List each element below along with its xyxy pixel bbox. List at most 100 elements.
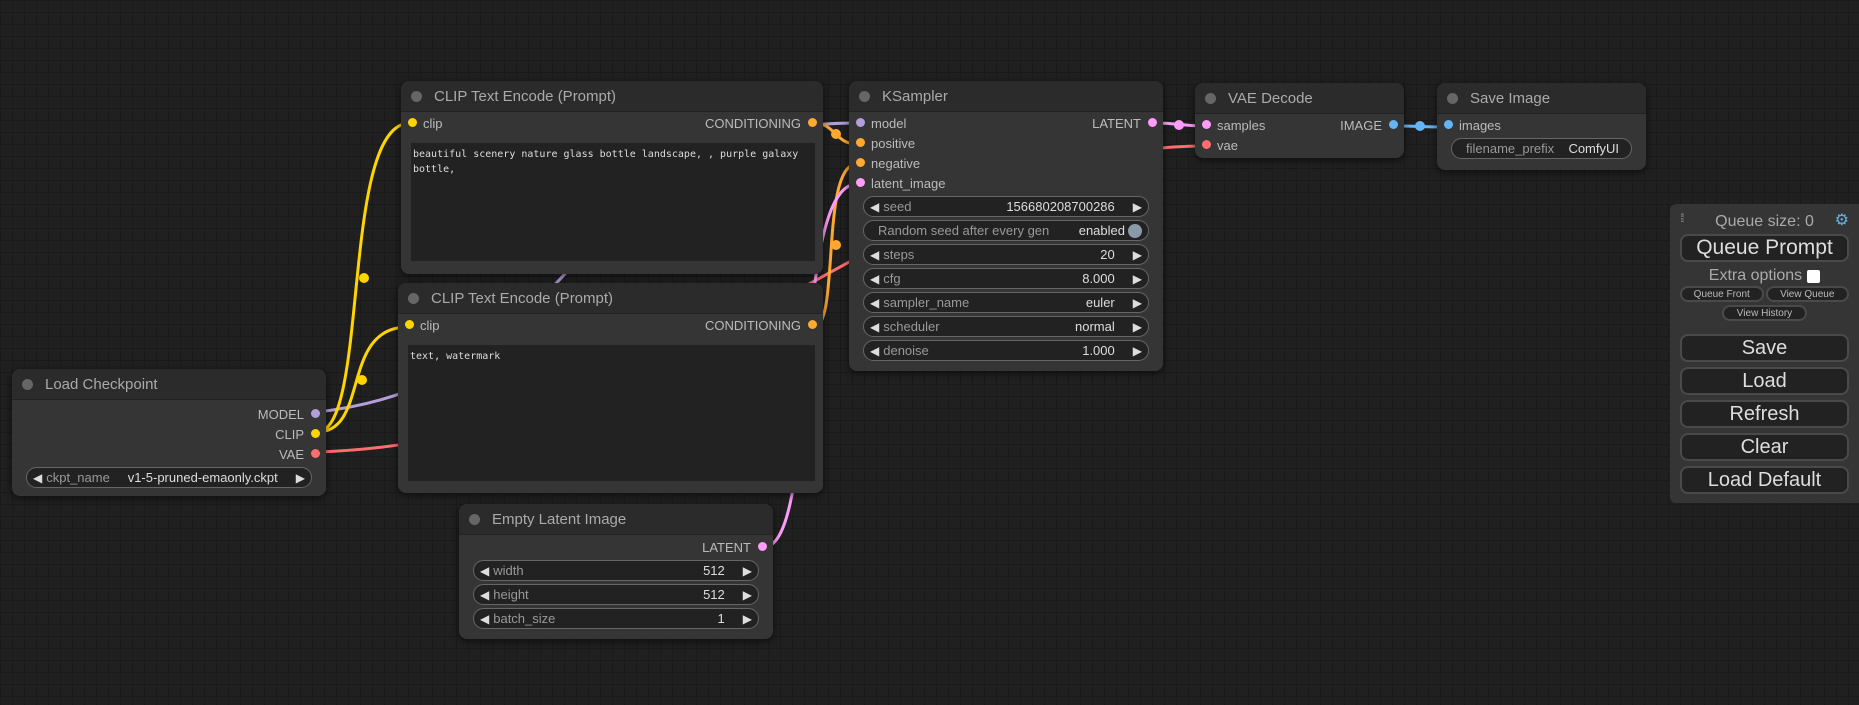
node-title[interactable]: Empty Latent Image — [459, 504, 773, 535]
slot-dot-icon[interactable] — [1148, 118, 1157, 127]
random-seed-toggle[interactable]: Random seed after every gen enabled — [863, 220, 1149, 241]
slot-dot-icon[interactable] — [808, 118, 817, 127]
collapse-dot-icon[interactable] — [22, 378, 33, 390]
slot-dot-icon[interactable] — [1444, 120, 1453, 129]
load-default-button[interactable]: Load Default — [1680, 466, 1849, 494]
input-clip[interactable]: clip CONDITIONING — [398, 315, 823, 335]
node-title[interactable]: Save Image — [1437, 83, 1646, 114]
input-vae[interactable]: vae — [1195, 135, 1404, 155]
collapse-dot-icon[interactable] — [469, 513, 480, 525]
refresh-button[interactable]: Refresh — [1680, 400, 1849, 428]
slot-dot-icon[interactable] — [405, 320, 414, 329]
node-title[interactable]: Load Checkpoint — [12, 369, 326, 400]
arrow-right-icon[interactable]: ▶ — [1132, 295, 1142, 310]
toggle-knob-icon[interactable] — [1128, 223, 1142, 238]
slot-dot-icon[interactable] — [856, 138, 865, 147]
node-clip-text-encode-negative[interactable]: CLIP Text Encode (Prompt) clip CONDITIONI… — [398, 283, 823, 493]
node-title[interactable]: VAE Decode — [1195, 83, 1404, 114]
slot-dot-icon[interactable] — [408, 118, 417, 127]
output-model[interactable]: MODEL — [12, 404, 326, 424]
height-number[interactable]: ◀ height 512 ▶ — [473, 584, 759, 605]
arrow-left-icon[interactable]: ◀ — [870, 319, 880, 334]
slot-dot-icon[interactable] — [856, 118, 865, 127]
node-title[interactable]: CLIP Text Encode (Prompt) — [398, 283, 823, 314]
steps-number[interactable]: ◀ steps 20 ▶ — [863, 244, 1149, 265]
collapse-dot-icon[interactable] — [1205, 92, 1216, 104]
output-latent[interactable]: LATENT — [459, 537, 773, 557]
queue-front-button[interactable]: Queue Front — [1680, 286, 1764, 302]
queue-panel: ⁞⁞ Queue size: 0 ⚙ Queue Prompt Extra op… — [1670, 204, 1859, 503]
gear-icon[interactable]: ⚙ — [1834, 212, 1849, 229]
arrow-left-icon[interactable]: ◀ — [33, 470, 43, 485]
input-latent-image[interactable]: latent_image — [849, 173, 1163, 193]
slot-dot-icon[interactable] — [311, 449, 320, 458]
arrow-left-icon[interactable]: ◀ — [870, 343, 880, 358]
load-button[interactable]: Load — [1680, 367, 1849, 395]
node-vae-decode[interactable]: VAE Decode samples IMAGE vae — [1195, 83, 1404, 158]
view-queue-button[interactable]: View Queue — [1765, 286, 1849, 302]
arrow-left-icon[interactable]: ◀ — [870, 247, 880, 262]
arrow-right-icon[interactable]: ▶ — [1132, 271, 1142, 286]
drag-handle-icon[interactable]: ⁞⁞ — [1680, 211, 1684, 225]
node-title[interactable]: CLIP Text Encode (Prompt) — [401, 81, 823, 112]
prompt-textarea[interactable]: text, watermark — [408, 345, 815, 481]
input-samples[interactable]: samples IMAGE — [1195, 115, 1404, 135]
arrow-right-icon[interactable]: ▶ — [1132, 343, 1142, 358]
arrow-right-icon[interactable]: ▶ — [1132, 247, 1142, 262]
wire-clip-neg — [316, 325, 409, 434]
arrow-right-icon[interactable]: ▶ — [295, 470, 305, 485]
slot-dot-icon[interactable] — [758, 542, 767, 551]
prompt-textarea[interactable]: beautiful scenery nature glass bottle la… — [411, 143, 815, 261]
collapse-dot-icon[interactable] — [411, 90, 422, 102]
queue-prompt-button[interactable]: Queue Prompt — [1680, 234, 1849, 262]
save-button[interactable]: Save — [1680, 334, 1849, 362]
input-model[interactable]: model LATENT — [849, 113, 1163, 133]
ckpt-name-combo[interactable]: ◀ ckpt_name v1-5-pruned-emaonly.ckpt ▶ — [26, 467, 312, 488]
batch-size-number[interactable]: ◀ batch_size 1 ▶ — [473, 608, 759, 629]
scheduler-combo[interactable]: ◀ scheduler normal ▶ — [863, 316, 1149, 337]
seed-number[interactable]: ◀ seed 156680208700286 ▶ — [863, 196, 1149, 217]
arrow-right-icon[interactable]: ▶ — [1132, 199, 1142, 214]
collapse-dot-icon[interactable] — [408, 292, 419, 304]
arrow-left-icon[interactable]: ◀ — [870, 271, 880, 286]
arrow-left-icon[interactable]: ◀ — [870, 199, 880, 214]
arrow-left-icon[interactable]: ◀ — [480, 563, 490, 578]
input-negative[interactable]: negative — [849, 153, 1163, 173]
node-load-checkpoint[interactable]: Load Checkpoint MODEL CLIP VAE ◀ ckpt_nam… — [12, 369, 326, 496]
node-empty-latent-image[interactable]: Empty Latent Image LATENT ◀ width 512 ▶ ◀ he… — [459, 504, 773, 639]
slot-dot-icon[interactable] — [311, 409, 320, 418]
sampler-name-combo[interactable]: ◀ sampler_name euler ▶ — [863, 292, 1149, 313]
collapse-dot-icon[interactable] — [1447, 92, 1458, 104]
arrow-right-icon[interactable]: ▶ — [742, 611, 752, 626]
arrow-left-icon[interactable]: ◀ — [480, 587, 490, 602]
slot-dot-icon[interactable] — [856, 178, 865, 187]
slot-dot-icon[interactable] — [808, 320, 817, 329]
input-clip[interactable]: clip CONDITIONING — [401, 113, 823, 133]
view-history-button[interactable]: View History — [1722, 305, 1807, 321]
collapse-dot-icon[interactable] — [859, 90, 870, 102]
extra-options-checkbox[interactable] — [1807, 269, 1821, 283]
width-number[interactable]: ◀ width 512 ▶ — [473, 560, 759, 581]
slot-dot-icon[interactable] — [311, 429, 320, 438]
output-clip[interactable]: CLIP — [12, 424, 326, 444]
node-clip-text-encode-positive[interactable]: CLIP Text Encode (Prompt) clip CONDITIONI… — [401, 81, 823, 274]
slot-dot-icon[interactable] — [1389, 120, 1398, 129]
arrow-right-icon[interactable]: ▶ — [1132, 319, 1142, 334]
node-title[interactable]: KSampler — [849, 81, 1163, 112]
input-positive[interactable]: positive — [849, 133, 1163, 153]
arrow-right-icon[interactable]: ▶ — [742, 563, 752, 578]
cfg-number[interactable]: ◀ cfg 8.000 ▶ — [863, 268, 1149, 289]
arrow-left-icon[interactable]: ◀ — [480, 611, 490, 626]
input-images[interactable]: images — [1437, 115, 1646, 135]
slot-dot-icon[interactable] — [856, 158, 865, 167]
output-vae[interactable]: VAE — [12, 444, 326, 464]
arrow-right-icon[interactable]: ▶ — [742, 587, 752, 602]
clear-button[interactable]: Clear — [1680, 433, 1849, 461]
filename-prefix-input[interactable]: filename_prefix ComfyUI — [1451, 138, 1632, 159]
arrow-left-icon[interactable]: ◀ — [870, 295, 880, 310]
denoise-number[interactable]: ◀ denoise 1.000 ▶ — [863, 340, 1149, 361]
node-save-image[interactable]: Save Image images filename_prefix ComfyUI — [1437, 83, 1646, 170]
slot-dot-icon[interactable] — [1202, 120, 1211, 129]
slot-dot-icon[interactable] — [1202, 140, 1211, 149]
node-ksampler[interactable]: KSampler model LATENT positive negative l… — [849, 81, 1163, 371]
